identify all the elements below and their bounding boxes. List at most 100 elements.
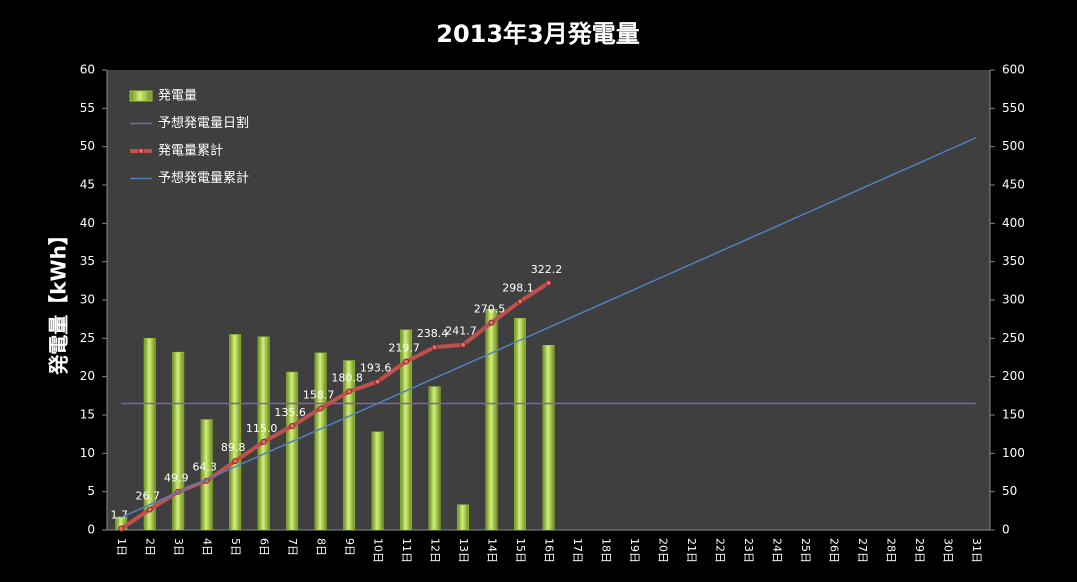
x-tick-label: 1日 bbox=[115, 538, 128, 556]
data-label: 89.8 bbox=[221, 441, 246, 454]
bar bbox=[314, 352, 327, 531]
x-tick-label: 19日 bbox=[628, 538, 641, 563]
data-label: 241.7 bbox=[445, 325, 477, 338]
bar bbox=[229, 334, 242, 531]
x-tick-label: 2日 bbox=[144, 538, 157, 556]
data-label: 49.9 bbox=[164, 472, 189, 485]
x-tick-label: 29日 bbox=[913, 538, 926, 563]
bar bbox=[400, 329, 413, 531]
x-tick-label: 26日 bbox=[827, 538, 840, 563]
x-tick-label: 6日 bbox=[258, 538, 271, 556]
x-tick-label: 27日 bbox=[856, 538, 869, 563]
marker bbox=[232, 458, 239, 465]
marker bbox=[374, 378, 381, 385]
y-axis-label: 発電量【kWh】 bbox=[47, 225, 71, 376]
bar bbox=[200, 419, 213, 531]
x-tick-label: 10日 bbox=[372, 538, 385, 563]
marker bbox=[403, 358, 410, 365]
x-tick-label: 17日 bbox=[571, 538, 584, 563]
x-tick-label: 8日 bbox=[315, 538, 328, 556]
x-tick-label: 11日 bbox=[400, 538, 413, 563]
x-tick-label: 4日 bbox=[201, 538, 214, 556]
data-label: 193.6 bbox=[360, 362, 392, 375]
legend-label: 予想発電量累計 bbox=[158, 170, 249, 186]
marker bbox=[545, 279, 552, 286]
y-tick-label: 25 bbox=[80, 331, 95, 345]
bar bbox=[457, 504, 469, 531]
bar bbox=[143, 338, 156, 531]
y2-tick-label: 150 bbox=[1002, 408, 1025, 422]
x-tick-label: 5日 bbox=[229, 538, 242, 556]
x-tick-label: 23日 bbox=[742, 538, 755, 563]
legend-label: 予想発電量日割 bbox=[158, 115, 249, 131]
chart-title: 2013年3月発電量 bbox=[436, 20, 640, 48]
marker bbox=[146, 506, 153, 513]
data-label: 322.2 bbox=[531, 263, 563, 276]
x-tick-label: 24日 bbox=[770, 538, 783, 563]
marker bbox=[317, 405, 324, 412]
x-tick-label: 31日 bbox=[970, 538, 983, 563]
data-label: 64.3 bbox=[192, 461, 217, 474]
line bbox=[120, 137, 977, 519]
y2-tick-label: 500 bbox=[1002, 139, 1025, 153]
marker bbox=[346, 388, 353, 395]
marker bbox=[118, 525, 125, 532]
x-tick-label: 22日 bbox=[713, 538, 726, 563]
y-tick-label: 40 bbox=[80, 216, 95, 230]
x-tick-label: 3日 bbox=[172, 538, 185, 556]
marker bbox=[517, 298, 524, 305]
data-label: 135.6 bbox=[274, 406, 306, 419]
legend-marker bbox=[138, 148, 144, 154]
marker bbox=[460, 341, 467, 348]
y-tick-label: 15 bbox=[80, 408, 95, 422]
y2-tick-label: 350 bbox=[1002, 254, 1025, 268]
y2-tick-label: 50 bbox=[1002, 484, 1017, 498]
marker bbox=[431, 344, 438, 351]
bar bbox=[542, 344, 555, 531]
x-tick-label: 20日 bbox=[656, 538, 669, 563]
x-tick-label: 15日 bbox=[514, 538, 527, 563]
x-tick-label: 30日 bbox=[941, 538, 954, 563]
marker bbox=[488, 319, 495, 326]
y-tick-label: 0 bbox=[87, 523, 95, 537]
marker bbox=[260, 438, 267, 445]
x-tick-label: 25日 bbox=[799, 538, 812, 563]
y-tick-label: 10 bbox=[80, 446, 95, 460]
y-tick-label: 60 bbox=[80, 63, 95, 77]
data-label: 1.7 bbox=[110, 509, 128, 522]
data-label: 180.8 bbox=[331, 371, 363, 384]
y2-tick-label: 600 bbox=[1002, 63, 1025, 77]
legend-label: 発電量累計 bbox=[158, 143, 223, 159]
bar bbox=[172, 351, 185, 531]
y-tick-label: 5 bbox=[87, 484, 95, 498]
bar bbox=[343, 360, 356, 531]
y2-tick-label: 450 bbox=[1002, 178, 1025, 192]
data-label: 26.7 bbox=[135, 490, 160, 503]
y-tick-label: 20 bbox=[80, 369, 95, 383]
x-tick-label: 21日 bbox=[685, 538, 698, 563]
data-label: 238.4 bbox=[417, 327, 449, 340]
y2-tick-label: 300 bbox=[1002, 293, 1025, 307]
bar bbox=[371, 431, 384, 531]
y-tick-label: 30 bbox=[80, 293, 95, 307]
y2-tick-label: 200 bbox=[1002, 369, 1025, 383]
data-label: 219.7 bbox=[388, 342, 420, 355]
data-label: 298.1 bbox=[502, 281, 534, 294]
bar bbox=[485, 308, 498, 531]
legend-swatch bbox=[129, 90, 153, 102]
x-tick-label: 9日 bbox=[343, 538, 356, 556]
y2-tick-label: 100 bbox=[1002, 446, 1025, 460]
legend-label: 発電量 bbox=[158, 89, 197, 104]
y-tick-label: 35 bbox=[80, 254, 95, 268]
data-label: 115.0 bbox=[246, 422, 278, 435]
bar bbox=[257, 336, 270, 531]
x-tick-label: 18日 bbox=[599, 538, 612, 563]
marker bbox=[289, 423, 296, 430]
x-tick-label: 12日 bbox=[429, 538, 442, 563]
bar bbox=[286, 371, 299, 531]
x-tick-label: 28日 bbox=[884, 538, 897, 563]
bar bbox=[514, 318, 526, 531]
data-label: 270.5 bbox=[474, 303, 506, 316]
